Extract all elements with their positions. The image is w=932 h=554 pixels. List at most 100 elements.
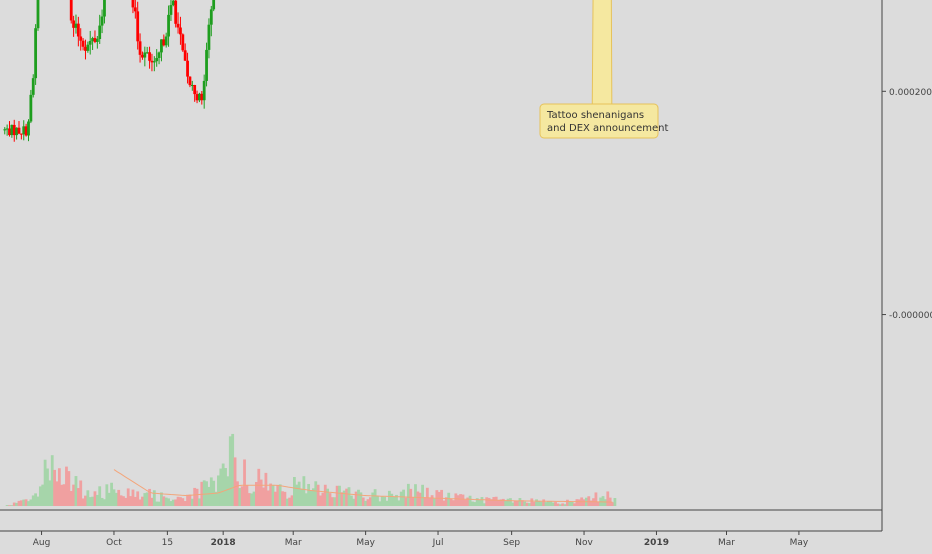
volume-bar bbox=[383, 496, 387, 506]
volume-bar bbox=[385, 500, 389, 506]
candle-body bbox=[5, 128, 9, 130]
candle-body bbox=[143, 52, 147, 58]
volume-bar bbox=[437, 491, 441, 506]
volume-bar bbox=[250, 493, 254, 506]
volume-bar bbox=[349, 495, 353, 506]
x-tick-label: Jul bbox=[432, 538, 444, 548]
volume-bar bbox=[233, 457, 237, 506]
volume-bar bbox=[359, 492, 363, 506]
volume-bar bbox=[186, 494, 189, 506]
candle-body bbox=[79, 36, 83, 41]
volume-bar bbox=[316, 484, 320, 506]
volume-bar bbox=[509, 498, 512, 506]
volume-bar bbox=[19, 500, 23, 506]
volume-bar bbox=[53, 469, 57, 506]
volume-bar bbox=[252, 491, 256, 506]
volume-bar bbox=[181, 498, 185, 506]
volume-bar bbox=[475, 498, 479, 506]
candle-body bbox=[181, 34, 185, 51]
volume-bar bbox=[297, 481, 301, 506]
volume-bar bbox=[596, 501, 600, 506]
volume-bar bbox=[480, 497, 484, 506]
volume-bar bbox=[501, 498, 505, 506]
volume-bar bbox=[119, 495, 123, 506]
volume-bar bbox=[133, 496, 137, 506]
candle-body bbox=[95, 39, 99, 42]
volume-bar bbox=[188, 494, 192, 506]
volume-bar bbox=[338, 485, 341, 506]
volume-bar bbox=[539, 501, 543, 506]
volume-bar bbox=[67, 471, 71, 506]
volume-bar bbox=[304, 493, 308, 506]
volume-bar bbox=[309, 490, 313, 506]
volume-bar bbox=[269, 483, 273, 506]
volume-bar bbox=[190, 498, 194, 506]
volume-bar bbox=[112, 489, 116, 506]
volume-bar bbox=[402, 489, 406, 506]
candle-body bbox=[24, 126, 28, 136]
volume-bar bbox=[157, 501, 161, 506]
volume-bar bbox=[380, 496, 384, 506]
volume-bar bbox=[72, 484, 75, 506]
callout-line-1: Tattoo shenanigans bbox=[546, 110, 644, 121]
volume-bar bbox=[174, 499, 178, 506]
volume-bar bbox=[46, 468, 49, 506]
volume-bar bbox=[330, 497, 334, 506]
volume-bar bbox=[361, 497, 365, 506]
volume-bar bbox=[333, 497, 337, 506]
candle-body bbox=[157, 52, 161, 58]
volume-bar bbox=[183, 501, 187, 506]
volume-bar bbox=[314, 481, 318, 506]
volume-bar bbox=[392, 496, 396, 506]
volume-bar bbox=[231, 433, 235, 506]
candle-body bbox=[10, 124, 14, 136]
volume-bar bbox=[162, 496, 166, 506]
candle-body bbox=[209, 9, 213, 25]
volume-bar bbox=[43, 459, 47, 506]
volume-bar bbox=[255, 481, 258, 506]
volume-bar bbox=[504, 500, 508, 506]
volume-bar bbox=[397, 500, 401, 506]
candle-body bbox=[86, 44, 90, 51]
volume-bar bbox=[84, 495, 87, 506]
volume-bar bbox=[551, 502, 555, 506]
volume-bar bbox=[60, 484, 64, 506]
volume-bar bbox=[433, 498, 436, 506]
volume-bar bbox=[86, 490, 90, 506]
volume-bar bbox=[209, 477, 213, 506]
volume-bar bbox=[604, 499, 607, 506]
y-tick-label: -0.0000000 bbox=[889, 311, 932, 321]
volume-bar bbox=[292, 477, 296, 506]
volume-bar bbox=[171, 499, 175, 506]
volume-bar bbox=[36, 496, 40, 506]
volume-bar bbox=[247, 493, 251, 506]
volume-bar bbox=[390, 493, 394, 506]
volume-bar bbox=[164, 497, 168, 506]
volume-bar bbox=[321, 492, 325, 506]
volume-bar bbox=[319, 495, 322, 506]
volume-bar bbox=[278, 484, 282, 506]
candle-body bbox=[72, 20, 75, 28]
volume-bar bbox=[274, 491, 277, 506]
candle-body bbox=[76, 23, 80, 37]
volume-bar bbox=[283, 491, 287, 506]
volume-bar bbox=[520, 500, 524, 506]
candle-body bbox=[133, 7, 137, 12]
candle-body bbox=[200, 93, 204, 101]
volume-bar bbox=[295, 484, 299, 506]
volume-bar bbox=[245, 485, 249, 506]
volume-bars bbox=[5, 433, 617, 506]
volume-bar bbox=[117, 489, 121, 506]
volume-bar bbox=[430, 495, 434, 506]
volume-bar bbox=[288, 497, 292, 506]
candle-body bbox=[202, 80, 206, 101]
candle-body bbox=[155, 57, 159, 62]
volume-bar bbox=[307, 483, 311, 506]
volume-bar bbox=[81, 498, 85, 506]
volume-bar bbox=[444, 497, 448, 506]
volume-bar bbox=[236, 481, 239, 506]
volume-bar bbox=[395, 494, 398, 506]
volume-bar bbox=[226, 476, 230, 506]
